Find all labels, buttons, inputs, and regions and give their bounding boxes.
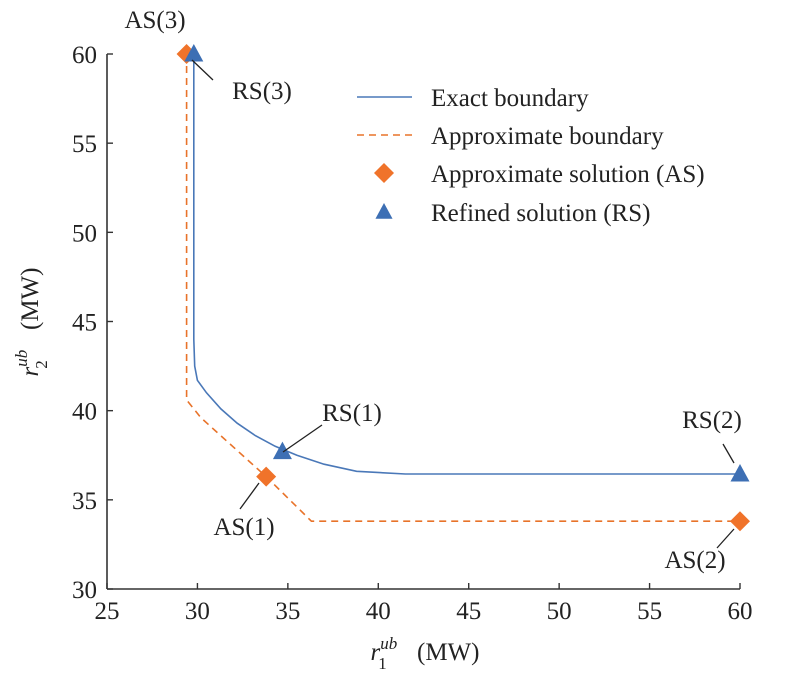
annotation-layer: AS(3) RS(3) RS(1) AS(1) RS(2) AS(2)	[124, 7, 741, 574]
legend-rs-swatch	[375, 203, 393, 219]
annotation-leader-line	[239, 482, 260, 510]
legend-label: Refined solution (RS)	[431, 200, 650, 227]
annotation-leader-line	[722, 443, 735, 464]
approximate-boundary-line	[185, 54, 740, 523]
x-axis-title-unit: (MW)	[411, 639, 480, 666]
legend-label: Approximate solution (AS)	[431, 161, 705, 188]
x-axis-title-base: r	[371, 639, 381, 666]
annotation-label: AS(2)	[664, 547, 725, 574]
x-tick-label: 50	[547, 598, 572, 625]
axis-titles: rub 1 (MW)rub2 (MW)	[12, 268, 479, 673]
y-tick-label: 55	[72, 131, 97, 158]
x-axis-title-superscript: ub	[380, 634, 397, 653]
legend-label: Exact boundary	[431, 85, 589, 112]
annotation-label: AS(1)	[213, 514, 274, 541]
y-tick-label: 50	[72, 220, 97, 247]
y-axis-title: rub2 (MW)	[12, 268, 51, 377]
x-axis-title-subscript: 1	[378, 654, 387, 673]
markers-layer	[176, 44, 750, 532]
annotation-leader-line	[716, 528, 735, 549]
x-tick-label: 55	[637, 598, 662, 625]
x-tick-label: 40	[366, 598, 391, 625]
x-tick-label: 25	[95, 598, 120, 625]
annotation-label: RS(3)	[232, 78, 292, 105]
x-tick-label: 35	[275, 598, 300, 625]
rs-point-triangle	[184, 44, 204, 62]
y-tick-label: 45	[72, 310, 97, 337]
as-point-diamond	[256, 466, 277, 487]
y-tick-label: 40	[72, 399, 97, 426]
y-axis-title-subscript: 2	[32, 360, 51, 369]
legend-label: Approximate boundary	[431, 123, 664, 150]
y-axis-title-superscript: ub	[12, 350, 31, 367]
y-axis-title-unit: (MW)	[17, 268, 44, 337]
annotation-label: AS(3)	[124, 7, 185, 34]
exact-boundary-line	[193, 54, 740, 475]
x-axis-title: rub 1 (MW)	[371, 634, 480, 673]
x-tick-label: 30	[185, 598, 210, 625]
x-tick-label: 45	[456, 598, 481, 625]
y-tick-label: 35	[72, 488, 97, 515]
x-tick-label: 60	[728, 598, 753, 625]
as-point-diamond	[730, 511, 750, 532]
y-tick-label: 60	[72, 42, 97, 69]
annotation-label: RS(2)	[682, 407, 742, 434]
annotation-label: RS(1)	[322, 400, 382, 427]
rs-point-triangle	[272, 441, 292, 460]
y-axis-title-base: r	[17, 366, 44, 376]
rs-point-triangle	[730, 463, 750, 482]
legend-as-swatch	[374, 163, 394, 183]
annotation-leader-line	[191, 59, 214, 81]
series-layer	[185, 54, 740, 523]
annotation-leader-line	[282, 424, 323, 453]
y-tick-label: 30	[72, 577, 97, 604]
legend: Exact boundary Approximate boundary Approx…	[357, 85, 705, 227]
